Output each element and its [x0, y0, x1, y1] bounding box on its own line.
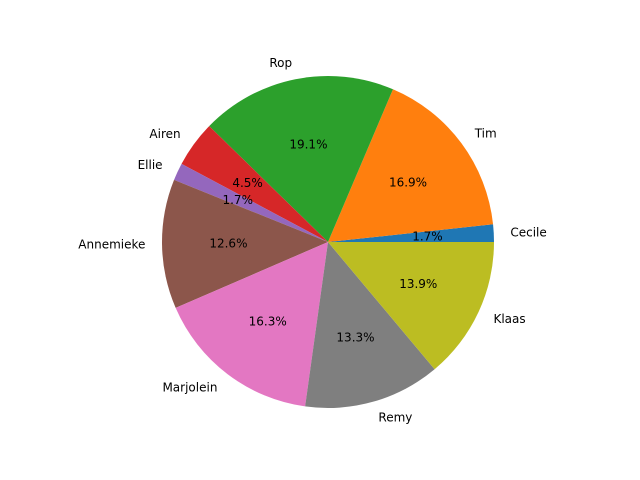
pct-label-annemieke: 12.6% [209, 236, 247, 250]
slice-label-tim: Tim [474, 126, 497, 140]
pct-label-rop: 19.1% [289, 137, 327, 151]
pct-label-airen: 4.5% [232, 176, 263, 190]
pie-slice-tim [328, 89, 494, 242]
slice-label-annemieke: Annemieke [78, 237, 145, 251]
pct-label-klaas: 13.9% [399, 277, 437, 291]
pct-label-remy: 13.3% [336, 331, 374, 345]
pie-slice-remy [305, 242, 435, 408]
pie-slice-rop [209, 76, 393, 243]
pie-slice-airen [181, 126, 328, 242]
pie-slice-cecile [328, 224, 494, 242]
slice-label-marjolein: Marjolein [162, 380, 217, 394]
pie-slice-marjolein [175, 242, 328, 407]
pie-slice-annemieke [161, 179, 328, 308]
pct-label-ellie: 1.7% [222, 193, 253, 207]
slice-label-cecile: Cecile [510, 225, 546, 239]
pct-label-tim: 16.9% [389, 176, 427, 190]
pie-slices [161, 76, 494, 408]
slice-label-klaas: Klaas [493, 312, 525, 326]
pie-slice-klaas [328, 242, 494, 370]
pie-labels: Cecile 1.7% Tim 16.9% Rop 19.1% Airen 4.5% Ellie… [78, 56, 546, 425]
pct-label-marjolein: 16.3% [249, 314, 287, 328]
pct-label-cecile: 1.7% [412, 230, 443, 244]
pie-slice-ellie [174, 163, 328, 242]
slice-label-remy: Remy [378, 411, 412, 425]
slice-label-ellie: Ellie [138, 158, 163, 172]
slice-label-rop: Rop [269, 56, 292, 70]
slice-label-airen: Airen [149, 127, 180, 141]
